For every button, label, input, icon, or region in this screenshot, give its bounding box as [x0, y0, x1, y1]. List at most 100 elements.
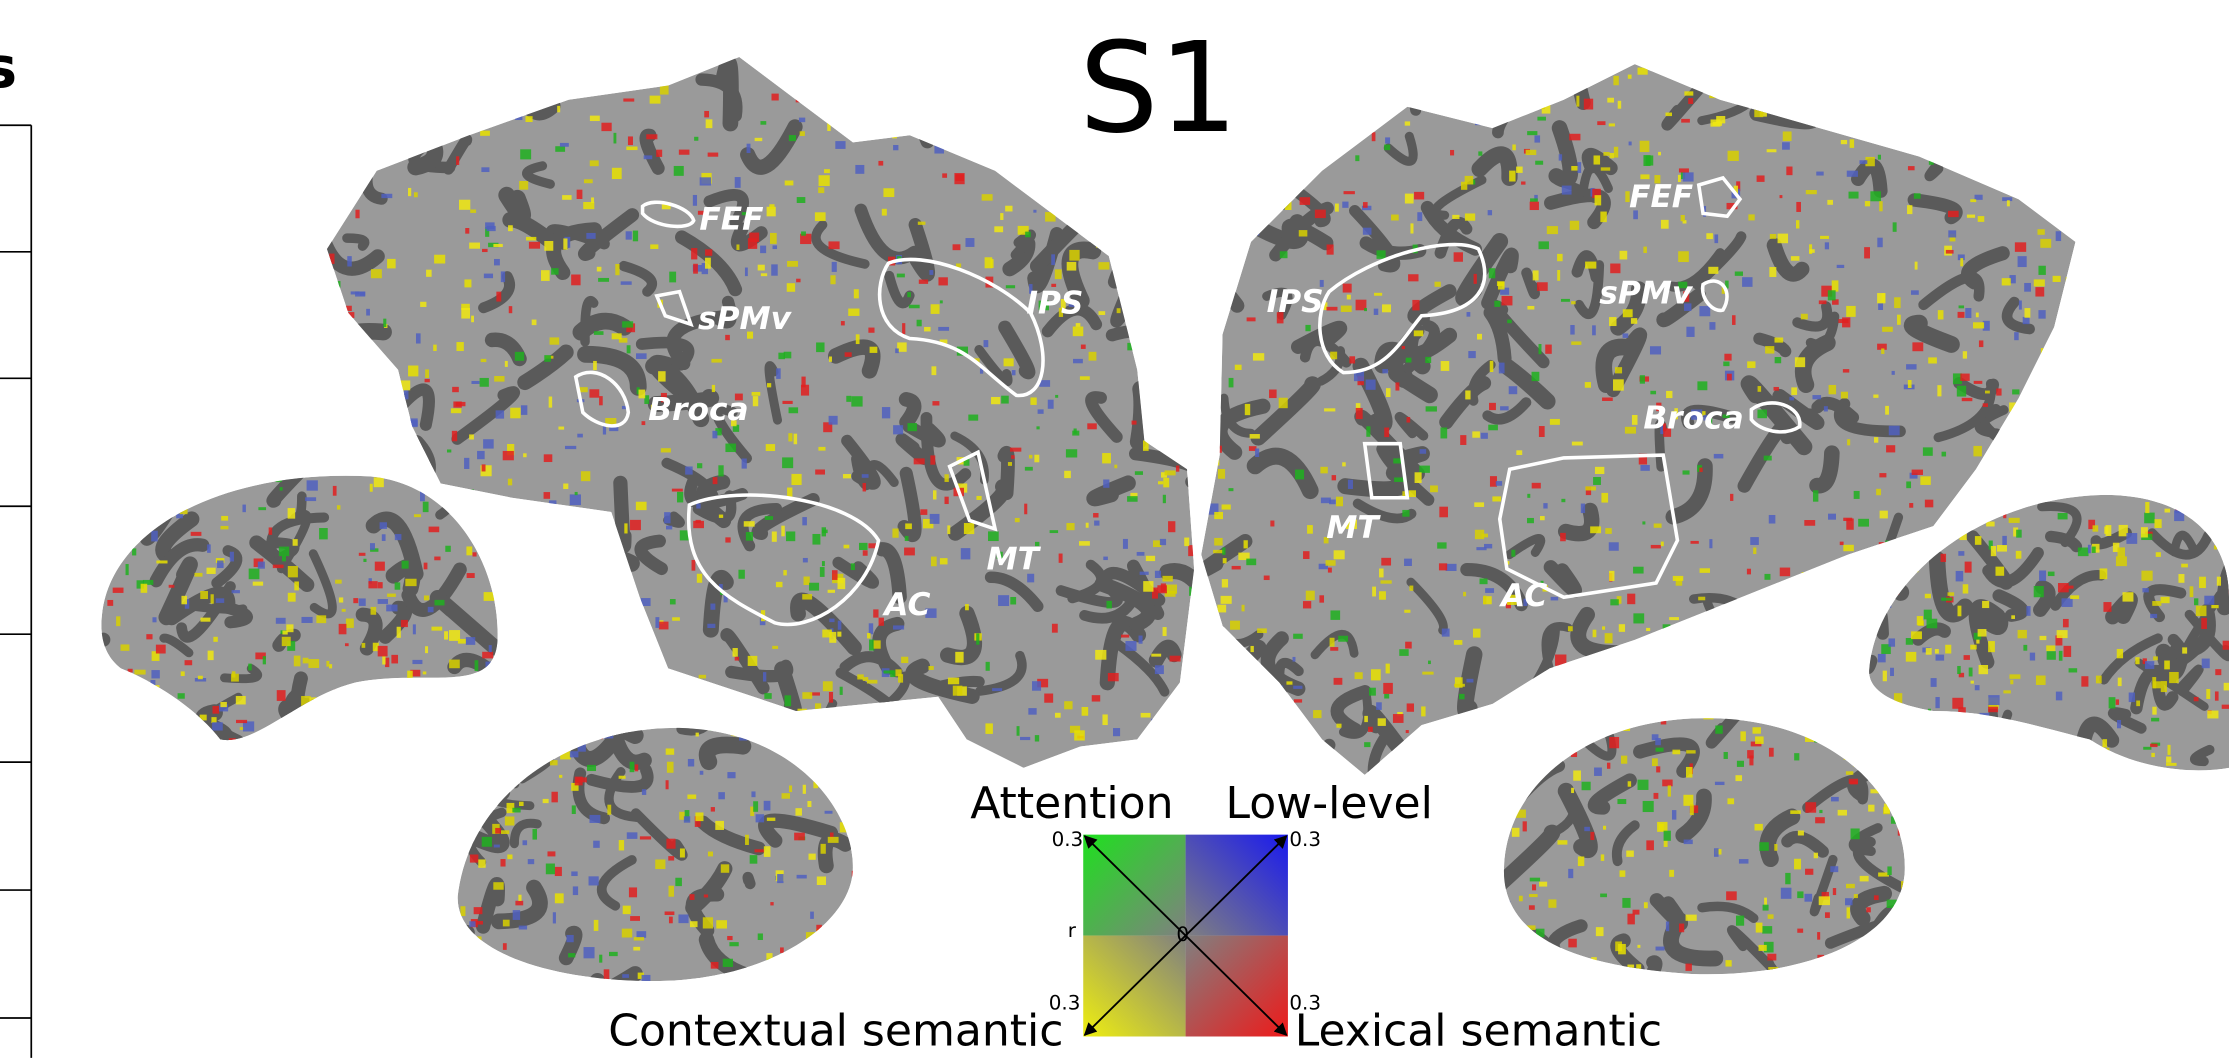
speckle	[1001, 396, 1009, 404]
speckle	[1600, 894, 1607, 898]
speckle	[1973, 446, 1981, 456]
speckle	[959, 76, 965, 79]
speckle	[2024, 283, 2031, 292]
speckle	[559, 775, 562, 778]
speckle	[481, 167, 489, 172]
speckle	[1846, 306, 1855, 317]
speckle	[787, 261, 798, 267]
speckle	[1578, 856, 1584, 866]
speckle	[1638, 68, 1648, 75]
speckle	[1785, 601, 1792, 605]
speckle	[622, 929, 632, 938]
speckle	[1759, 945, 1767, 951]
sulcus	[1503, 725, 1532, 781]
speckle	[589, 815, 600, 823]
speckle	[1632, 415, 1638, 425]
speckle	[1506, 100, 1512, 105]
speckle	[2141, 527, 2148, 537]
speckle	[2176, 503, 2184, 510]
sulcus	[283, 262, 315, 298]
speckle	[736, 244, 739, 250]
speckle	[481, 359, 487, 362]
speckle	[493, 882, 503, 890]
speckle	[1878, 303, 1883, 310]
sulcus	[2043, 135, 2095, 165]
speckle	[409, 420, 418, 426]
speckle	[1876, 489, 1881, 495]
speckle	[495, 828, 501, 834]
speckle	[382, 534, 386, 541]
speckle	[210, 743, 219, 747]
speckle	[1291, 140, 1299, 147]
speckle	[1910, 564, 1918, 573]
speckle	[358, 383, 363, 390]
speckle	[1740, 731, 1745, 741]
speckle	[393, 451, 397, 461]
speckle	[1000, 213, 1003, 220]
speckle	[1326, 560, 1336, 566]
speckle	[2066, 167, 2077, 176]
speckle	[1527, 723, 1534, 728]
speckle	[526, 761, 532, 765]
speckle	[590, 116, 600, 121]
speckle	[1488, 210, 1492, 215]
speckle	[1560, 533, 1566, 541]
speckle	[520, 149, 531, 159]
speckle	[2072, 145, 2078, 151]
speckle	[480, 131, 490, 136]
speckle	[1371, 669, 1381, 680]
speckle	[1605, 674, 1613, 685]
speckle	[1216, 460, 1219, 466]
speckle	[688, 759, 694, 767]
speckle	[635, 764, 638, 771]
speckle	[642, 975, 651, 984]
speckle	[1865, 693, 1876, 703]
speckle	[2044, 127, 2049, 135]
speckle	[637, 931, 647, 938]
speckle	[1222, 547, 1225, 554]
speckle	[1796, 220, 1799, 228]
speckle	[955, 174, 964, 181]
speckle	[1872, 569, 1882, 572]
speckle	[1543, 503, 1547, 508]
speckle	[1363, 202, 1368, 208]
speckle	[485, 662, 492, 670]
sulcus	[1126, 226, 1144, 257]
speckle	[1865, 630, 1873, 634]
speckle	[2161, 597, 2170, 603]
speckle	[1683, 795, 1693, 806]
speckle	[1851, 828, 1860, 839]
speckle	[1127, 766, 1135, 771]
speckle	[1926, 150, 1933, 157]
speckle	[1644, 902, 1648, 908]
speckle	[1607, 763, 1610, 769]
speckle	[1846, 771, 1853, 775]
speckle	[838, 621, 842, 630]
speckle	[1819, 810, 1822, 813]
speckle	[1629, 142, 1632, 146]
speckle	[591, 197, 594, 202]
speckle	[370, 743, 378, 752]
speckle	[1536, 929, 1544, 938]
speckle	[909, 305, 920, 308]
speckle	[1597, 121, 1605, 125]
speckle	[776, 368, 781, 379]
speckle	[434, 692, 442, 701]
speckle	[953, 686, 963, 696]
speckle	[851, 396, 862, 406]
speckle	[1226, 715, 1236, 722]
speckle	[2123, 592, 2134, 601]
speckle	[289, 723, 292, 733]
speckle	[1192, 438, 1195, 441]
speckle	[2030, 80, 2039, 87]
brain-surface	[53, 442, 534, 780]
speckle	[2165, 509, 2171, 513]
speckle	[1890, 769, 1900, 779]
speckle	[121, 644, 130, 650]
speckle	[1974, 381, 1983, 384]
speckle	[1439, 507, 1448, 518]
roi-label: Broca	[648, 392, 748, 428]
speckle	[560, 143, 569, 147]
speckle	[525, 116, 532, 122]
speckle	[770, 233, 777, 244]
